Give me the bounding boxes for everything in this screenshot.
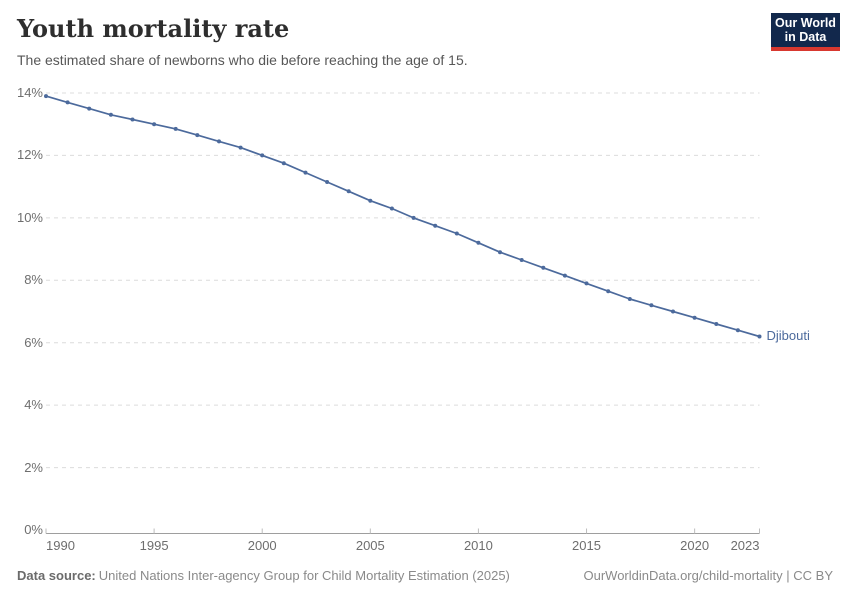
data-point[interactable] <box>606 289 611 294</box>
data-point[interactable] <box>65 100 70 105</box>
data-point[interactable] <box>541 265 546 270</box>
y-axis-tick-label: 2% <box>24 459 43 475</box>
data-point[interactable] <box>692 315 697 320</box>
data-point[interactable] <box>130 117 135 122</box>
owid-logo-line1: Our World <box>775 16 836 30</box>
data-point[interactable] <box>195 133 200 138</box>
data-point[interactable] <box>714 322 719 326</box>
footer-source: Data source: United Nations Inter-agency … <box>17 567 510 584</box>
data-point[interactable] <box>562 273 567 278</box>
data-point[interactable] <box>281 161 286 166</box>
x-axis-tick-label: 1990 <box>46 538 75 553</box>
data-point[interactable] <box>108 112 113 117</box>
series-label-djibouti[interactable]: Djibouti <box>766 328 810 344</box>
y-axis-tick-label: 6% <box>24 334 43 350</box>
data-point[interactable] <box>173 126 178 131</box>
x-axis-tick-label: 1995 <box>139 538 169 553</box>
data-source-text[interactable]: United Nations Inter-agency Group for Ch… <box>98 568 510 583</box>
data-point[interactable] <box>346 189 351 194</box>
data-point[interactable] <box>325 180 330 184</box>
chart-title: Youth mortality rate <box>17 14 290 43</box>
data-point[interactable] <box>454 231 459 236</box>
data-source-label: Data source: <box>17 568 96 583</box>
y-axis-tick-label: 4% <box>24 397 43 413</box>
djibouti-line[interactable] <box>45 95 761 338</box>
data-point[interactable] <box>217 139 221 144</box>
data-point[interactable] <box>498 250 502 255</box>
data-point[interactable] <box>627 297 632 301</box>
data-point[interactable] <box>433 223 438 228</box>
x-axis-tick-label: 2005 <box>355 538 385 553</box>
data-point[interactable] <box>389 206 394 211</box>
y-axis-tick-label: 8% <box>24 272 43 288</box>
data-point[interactable] <box>303 170 308 175</box>
footer-link[interactable]: OurWorldinData.org/child-mortality | CC … <box>583 568 834 583</box>
data-point[interactable] <box>476 240 481 245</box>
x-axis-tick-label: 2015 <box>572 538 601 553</box>
data-point[interactable] <box>519 258 524 262</box>
owid-logo-line2: in Data <box>784 30 827 44</box>
data-point[interactable] <box>368 198 373 203</box>
data-point[interactable] <box>44 94 48 99</box>
data-point[interactable] <box>584 281 589 286</box>
y-axis-tick-label: 0% <box>24 522 43 537</box>
owid-logo: Our World in Data <box>771 13 840 51</box>
data-point[interactable] <box>671 309 675 314</box>
y-axis-tick-label: 14% <box>16 85 43 100</box>
data-point[interactable] <box>152 122 157 127</box>
x-axis-tick-label: 2020 <box>680 538 710 553</box>
data-point[interactable] <box>411 215 416 220</box>
x-axis-tick-label: 2010 <box>463 538 493 553</box>
data-point[interactable] <box>757 334 762 339</box>
chart-subtitle: The estimated share of newborns who die … <box>17 52 468 68</box>
y-axis-tick-label: 10% <box>16 209 43 225</box>
data-point[interactable] <box>735 328 740 333</box>
data-point[interactable] <box>238 145 243 150</box>
data-point[interactable] <box>649 303 654 308</box>
x-axis-tick-label: 2023 <box>730 538 760 553</box>
data-point[interactable] <box>87 106 92 111</box>
data-point[interactable] <box>260 153 265 158</box>
x-axis-tick-label: 2000 <box>247 538 277 553</box>
y-axis-tick-label: 12% <box>16 147 43 163</box>
